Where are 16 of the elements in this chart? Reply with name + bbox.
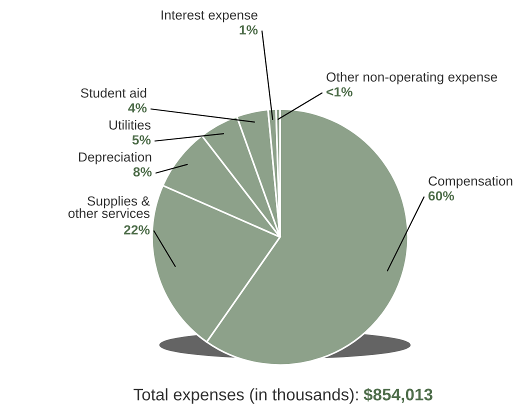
slice-label: Other non-operating expense — [326, 72, 498, 84]
slice-label: Interest expense — [162, 10, 258, 22]
data-label: <1% — [326, 87, 352, 97]
slice-label: Student aid — [80, 88, 146, 98]
slice-label: Supplies & other services — [68, 196, 150, 218]
data-label: 60% — [428, 191, 454, 201]
slice-label: Depreciation — [79, 152, 152, 164]
data-label: 22% — [124, 225, 150, 235]
text: Total expenses (in thousands): — [134, 388, 358, 404]
text: $854,013 — [364, 388, 432, 403]
data-label: 4% — [128, 103, 147, 113]
slice-label: Compensation — [428, 176, 512, 188]
slice-label: Utilities — [109, 120, 151, 130]
data-label: 1% — [240, 25, 258, 35]
data-label: 8% — [133, 167, 152, 177]
data-label: 5% — [132, 135, 151, 145]
